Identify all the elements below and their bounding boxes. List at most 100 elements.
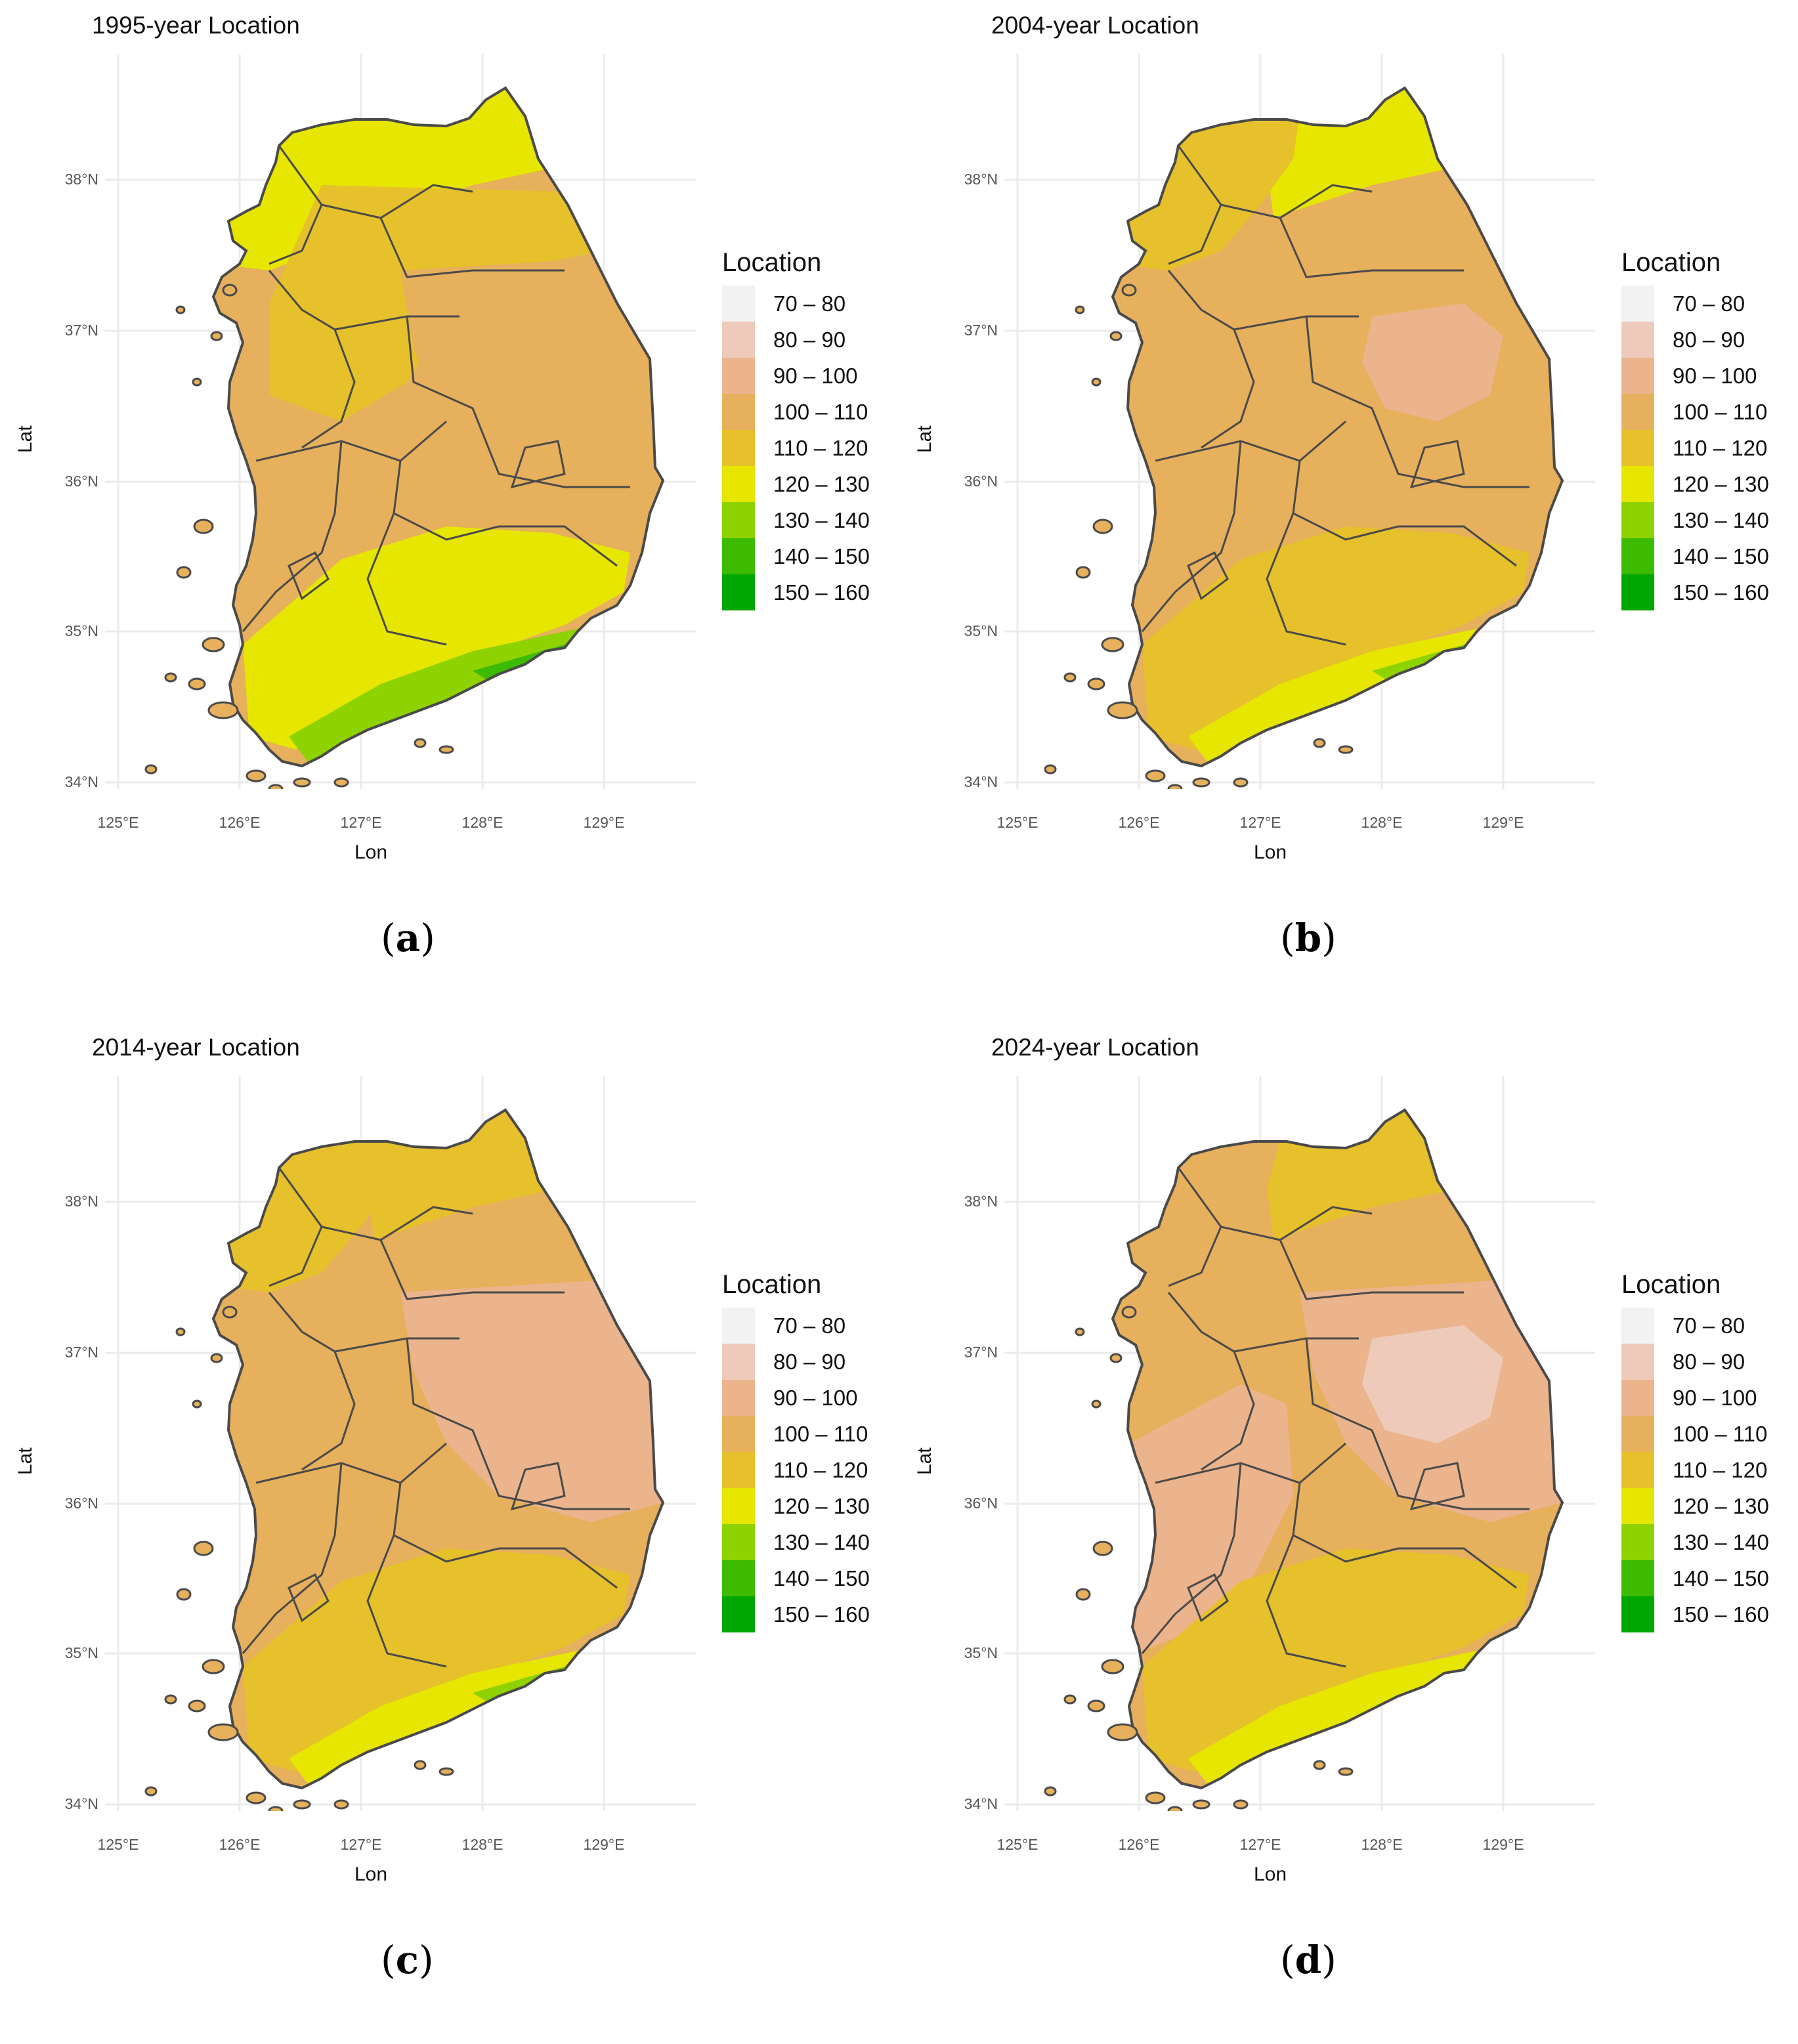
legend-item: 150 – 160 [1621, 1596, 1769, 1632]
island [268, 784, 284, 794]
y-tick-label: 35°N [964, 1644, 998, 1661]
legend-item: 120 – 130 [1621, 1488, 1769, 1524]
island [1063, 672, 1077, 683]
province-border [288, 1573, 330, 1623]
y-tick-label: 35°N [64, 622, 98, 639]
legend: Location 70 – 80 80 – 90 90 – 100 100 – 110 1… [1621, 248, 1769, 610]
province-border [1292, 460, 1517, 567]
province-border [379, 1239, 565, 1300]
legend-item: 70 – 80 [722, 1308, 870, 1344]
island [1121, 284, 1137, 297]
x-tick-label: 129°E [583, 1836, 625, 1853]
island [1109, 1353, 1123, 1363]
legend-swatch [722, 574, 755, 610]
map-svg [105, 54, 696, 794]
legend-item: 100 – 110 [1621, 1416, 1769, 1452]
island [246, 1791, 267, 1804]
legend-swatch [722, 1488, 755, 1524]
island [1087, 1699, 1105, 1713]
legend-label: 140 – 150 [1673, 543, 1769, 568]
caption-letter: b [1295, 916, 1322, 960]
y-axis-title: Lat [14, 425, 36, 453]
province-border [1141, 440, 1242, 632]
legend-swatch [722, 1308, 755, 1344]
province-border [1168, 1167, 1222, 1287]
legend-swatch [1621, 1416, 1654, 1452]
legend-title: Location [722, 1270, 822, 1299]
legend-swatch [722, 1524, 755, 1560]
y-tick-label: 35°N [964, 622, 998, 639]
legend-label: 110 – 120 [1673, 435, 1768, 460]
legend-label: 80 – 90 [773, 1349, 846, 1374]
y-tick-label: 37°N [64, 1344, 98, 1361]
panel-title: 1995-year Location [92, 12, 300, 39]
island [1167, 784, 1183, 794]
value-zone-west-interior [1123, 1384, 1293, 1653]
island [1101, 1659, 1124, 1674]
y-tick-label: 38°N [964, 171, 998, 188]
province-border [393, 1482, 618, 1589]
legend-swatch [1621, 358, 1654, 394]
legend-swatch [1621, 430, 1654, 466]
province-border [1187, 551, 1229, 601]
panel-caption: (d) [1280, 1938, 1337, 1982]
island [188, 1699, 206, 1713]
x-tick-label: 128°E [461, 814, 503, 831]
legend-label: 100 – 110 [1673, 1421, 1768, 1446]
island [192, 1399, 202, 1409]
map-panel-a: 1995-year Location 125°E 126°E 127°E 128°E 12… [0, 0, 899, 1022]
legend-item: 80 – 90 [722, 322, 870, 358]
province-border [1279, 1239, 1464, 1300]
legend-item: 120 – 130 [722, 1488, 870, 1524]
x-tick-label: 127°E [1239, 1836, 1281, 1853]
value-zone-east-interior [400, 1279, 663, 1522]
island [192, 377, 202, 387]
panel-caption: (b) [1280, 916, 1337, 960]
legend-label: 130 – 140 [1673, 1529, 1769, 1554]
province-border [1168, 145, 1222, 265]
island [246, 769, 267, 782]
x-tick-label: 125°E [996, 1836, 1038, 1853]
island [1075, 1588, 1091, 1601]
province-border [379, 217, 565, 278]
legend-label: 110 – 120 [773, 435, 868, 460]
value-zone-east-interior [400, 257, 663, 500]
province-border [1201, 329, 1255, 449]
legend-label: 130 – 140 [773, 1529, 870, 1554]
x-axis-title: Lon [1254, 1863, 1287, 1885]
island [164, 1694, 177, 1705]
y-tick-label: 36°N [64, 1495, 98, 1512]
legend-item: 150 – 160 [1621, 574, 1769, 610]
plot-area [1004, 54, 1595, 794]
legend: Location 70 – 80 80 – 90 90 – 100 100 – 110 1… [722, 248, 870, 610]
y-tick-label: 36°N [964, 1495, 998, 1512]
x-tick-label: 127°E [340, 1836, 382, 1853]
y-tick-label: 34°N [964, 1795, 998, 1812]
island [207, 1723, 239, 1741]
map-svg [105, 1076, 696, 1816]
province-border [1409, 1462, 1465, 1511]
x-tick-label: 129°E [1482, 814, 1524, 831]
legend-item: 100 – 110 [1621, 394, 1769, 430]
legend-item: 140 – 150 [1621, 538, 1769, 574]
legend-item: 90 – 100 [1621, 358, 1769, 394]
island [333, 777, 349, 788]
legend-item: 130 – 140 [722, 1524, 870, 1560]
island [1044, 1786, 1057, 1797]
x-tick-label: 129°E [1482, 1836, 1524, 1853]
province-border [242, 1462, 343, 1654]
province-border [301, 329, 356, 449]
map-svg [1004, 1076, 1595, 1816]
legend: Location 70 – 80 80 – 90 90 – 100 100 – 110 1… [722, 1270, 870, 1632]
value-zone-south-band [1142, 1548, 1530, 1772]
x-tick-label: 127°E [340, 814, 382, 831]
province-border [1305, 1338, 1530, 1510]
island [176, 1588, 192, 1601]
x-tick-label: 126°E [219, 1836, 261, 1853]
legend-label: 100 – 110 [1673, 399, 1768, 424]
legend-swatch [722, 1380, 755, 1416]
legend-item: 110 – 120 [1621, 1452, 1769, 1488]
legend-item: 110 – 120 [722, 430, 870, 466]
x-tick-label: 126°E [1118, 814, 1160, 831]
island [268, 1806, 284, 1816]
